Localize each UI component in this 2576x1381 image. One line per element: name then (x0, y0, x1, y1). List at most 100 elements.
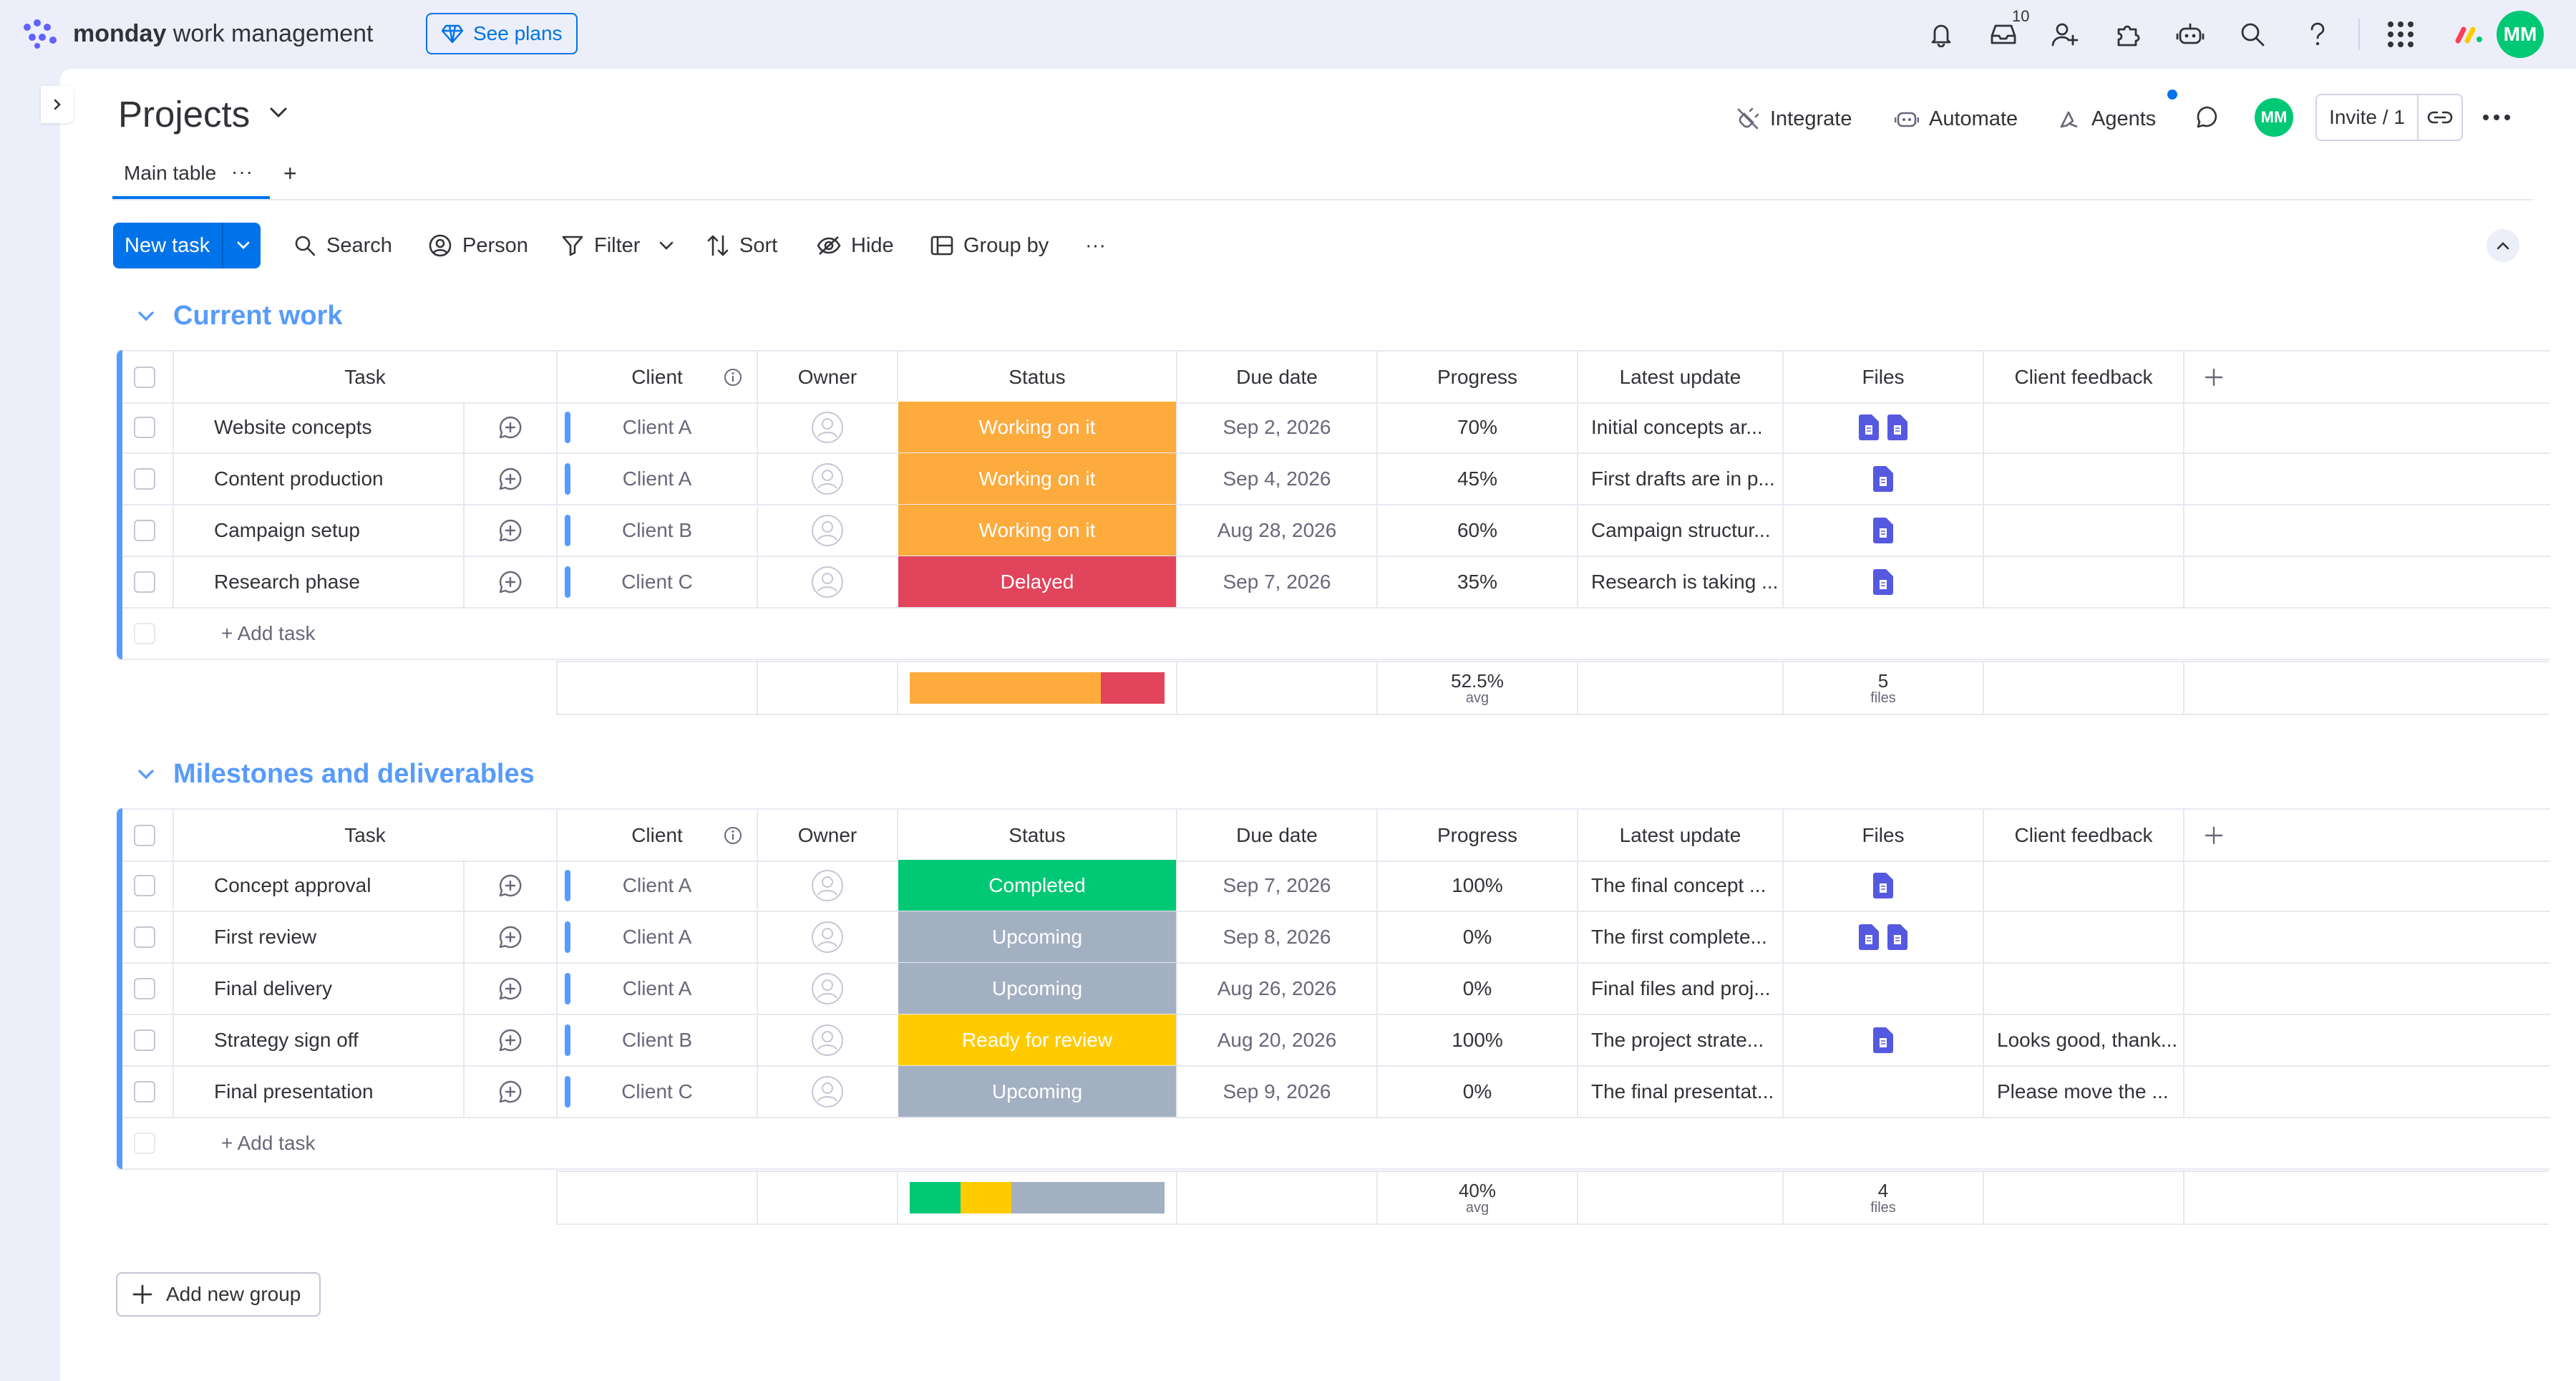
column-header-status[interactable]: Status (897, 352, 1176, 402)
status-distribution-bar[interactable] (910, 672, 1165, 704)
search-icon[interactable] (2234, 16, 2271, 53)
file-doc-icon[interactable] (1872, 872, 1894, 899)
due-date-cell[interactable]: Aug 20, 2026 (1176, 1014, 1376, 1065)
add-task-label[interactable]: + Add task (221, 1132, 316, 1154)
latest-update-cell[interactable]: Initial concepts ar... (1577, 402, 1782, 452)
due-date-cell[interactable]: Sep 7, 2026 (1176, 860, 1376, 911)
files-cell[interactable] (1782, 402, 1983, 452)
task-name-cell[interactable]: Concept approval (172, 860, 463, 911)
column-header-files[interactable]: Files (1782, 810, 1983, 861)
add-update-chat-icon[interactable] (498, 1028, 523, 1052)
task-name[interactable]: Campaign setup (214, 518, 360, 541)
status-distribution-bar[interactable] (910, 1182, 1165, 1213)
info-icon[interactable] (724, 826, 742, 845)
client-feedback-cell[interactable] (1983, 453, 2183, 504)
client-feedback-cell[interactable] (1983, 402, 2183, 452)
chevron-down-icon[interactable] (658, 241, 674, 251)
add-column-plus-icon[interactable] (2203, 825, 2225, 846)
client-feedback-cell[interactable]: Looks good, thank... (1983, 1014, 2183, 1065)
row-checkbox[interactable] (134, 416, 155, 438)
row-checkbox-cell[interactable] (117, 860, 172, 911)
owner-cell[interactable] (757, 1066, 897, 1117)
search-button[interactable]: Search (293, 228, 392, 263)
status-cell[interactable]: Delayed (897, 556, 1176, 607)
group-title[interactable]: Current work (173, 301, 343, 331)
file-doc-icon[interactable] (1858, 924, 1880, 951)
board-title[interactable]: Projects (118, 94, 251, 135)
row-checkbox-cell[interactable] (117, 911, 172, 962)
column-header-task[interactable]: Task (172, 810, 556, 861)
new-task-dropdown[interactable] (226, 223, 261, 268)
latest-update-cell[interactable]: Research is taking ... (1577, 556, 1782, 607)
task-name[interactable]: Strategy sign off (214, 1028, 359, 1051)
due-date-cell[interactable]: Sep 2, 2026 (1176, 402, 1376, 452)
column-header-task[interactable]: Task (172, 352, 556, 402)
file-doc-icon[interactable] (1858, 414, 1880, 441)
column-header-due-date[interactable]: Due date (1176, 352, 1376, 402)
filter-button[interactable]: Filter (561, 228, 674, 263)
files-cell[interactable] (1782, 505, 1983, 556)
owner-avatar-placeholder-icon[interactable] (811, 462, 844, 495)
see-plans-button[interactable]: See plans (426, 13, 578, 54)
file-doc-icon[interactable] (1887, 414, 1908, 441)
add-update-chat-icon[interactable] (498, 467, 523, 491)
client-feedback-cell[interactable] (1983, 505, 2183, 556)
person-filter-button[interactable]: Person (428, 228, 528, 263)
latest-update-cell[interactable]: The final concept ... (1577, 860, 1782, 911)
owner-avatar-placeholder-icon[interactable] (811, 566, 844, 599)
status-cell[interactable]: Ready for review (897, 1014, 1176, 1065)
column-header-due-date[interactable]: Due date (1176, 810, 1376, 861)
monday-logo-icon[interactable] (21, 17, 60, 50)
task-name[interactable]: Concept approval (214, 873, 371, 896)
add-update-cell[interactable] (463, 963, 556, 1014)
row-checkbox-cell[interactable] (117, 453, 172, 504)
row-checkbox[interactable] (134, 519, 155, 541)
owner-cell[interactable] (757, 911, 897, 962)
copy-link-button[interactable] (2419, 109, 2461, 126)
collapse-header-button[interactable] (2487, 229, 2519, 262)
updates-chat-icon[interactable] (2189, 99, 2226, 136)
task-name-cell[interactable]: First review (172, 911, 463, 962)
column-header-status[interactable]: Status (897, 810, 1176, 861)
group-by-button[interactable]: Group by (930, 228, 1049, 263)
column-header-progress[interactable]: Progress (1376, 352, 1577, 402)
chevron-down-icon[interactable] (268, 105, 289, 120)
row-checkbox[interactable] (134, 926, 155, 948)
more-options-icon[interactable] (2478, 99, 2515, 136)
due-date-cell[interactable]: Sep 4, 2026 (1176, 453, 1376, 504)
client-cell[interactable]: Client A (556, 911, 757, 962)
status-cell[interactable]: Working on it (897, 505, 1176, 556)
new-task-button[interactable]: New task (113, 223, 261, 268)
add-update-cell[interactable] (463, 453, 556, 504)
latest-update-cell[interactable]: The project strate... (1577, 1014, 1782, 1065)
add-update-chat-icon[interactable] (498, 1080, 523, 1104)
help-icon[interactable] (2299, 16, 2336, 53)
due-date-cell[interactable]: Aug 26, 2026 (1176, 963, 1376, 1014)
add-new-group-button[interactable]: Add new group (116, 1272, 321, 1317)
owner-cell[interactable] (757, 505, 897, 556)
add-task-row[interactable]: + Add task (117, 608, 2550, 660)
row-checkbox[interactable] (134, 1080, 155, 1103)
select-all-checkbox-cell[interactable] (117, 352, 172, 402)
info-icon[interactable] (724, 368, 742, 387)
row-checkbox-cell[interactable] (117, 556, 172, 607)
task-name[interactable]: Website concepts (214, 415, 372, 438)
task-name[interactable]: First review (214, 925, 317, 948)
task-name-cell[interactable]: Content production (172, 453, 463, 504)
add-update-cell[interactable] (463, 556, 556, 607)
owner-cell[interactable] (757, 402, 897, 452)
client-cell[interactable]: Client C (556, 556, 757, 607)
owner-avatar-placeholder-icon[interactable] (811, 921, 844, 954)
files-cell[interactable] (1782, 963, 1983, 1014)
column-header-client[interactable]: Client (556, 810, 757, 861)
column-header-latest-update[interactable]: Latest update (1577, 810, 1782, 861)
due-date-cell[interactable]: Aug 28, 2026 (1176, 505, 1376, 556)
task-name[interactable]: Final delivery (214, 977, 332, 999)
status-cell[interactable]: Upcoming (897, 911, 1176, 962)
owner-avatar-placeholder-icon[interactable] (811, 514, 844, 547)
add-update-cell[interactable] (463, 1066, 556, 1117)
file-doc-icon[interactable] (1872, 517, 1894, 544)
client-cell[interactable]: Client C (556, 1066, 757, 1117)
add-column-plus-icon[interactable] (2203, 367, 2225, 388)
client-cell[interactable]: Client B (556, 1014, 757, 1065)
